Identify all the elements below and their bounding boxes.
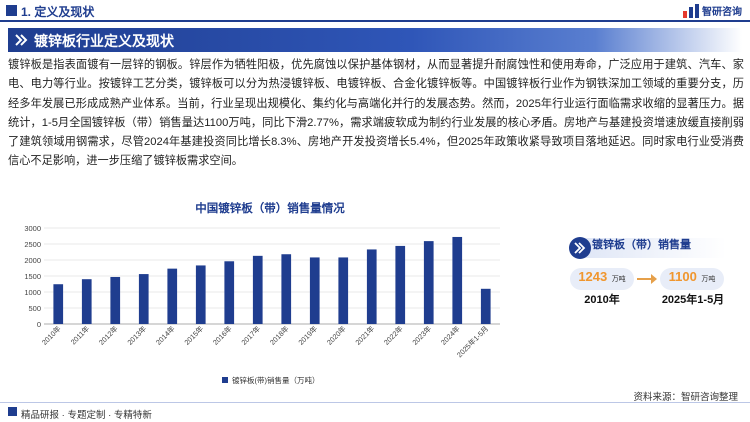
y-tick-label: 1500 [24,272,41,281]
x-tick-label: 2022年 [382,324,405,347]
y-tick-label: 3000 [24,224,41,233]
top-bar: 1. 定义及现状 智研咨询 [0,0,750,22]
period-2025: 2025年1-5月 [661,294,725,306]
x-tick-label: 2011年 [69,324,91,346]
section-square-icon [6,5,17,16]
bar [309,257,320,324]
y-tick-label: 500 [28,304,41,313]
legend-swatch [222,377,228,383]
legend-label: 镀锌板(带)销售量（万吨） [232,375,320,385]
summary-card: 镀锌板（带）销售量 1243 万吨 1100 万吨 2010年 2025年1-5… [560,230,736,320]
unit-2025: 万吨 [701,276,716,283]
y-tick-label: 1000 [24,288,41,297]
x-tick-label: 2019年 [296,324,319,347]
bar [423,241,434,324]
value-2025: 1100 [668,269,697,284]
x-tick-label: 2021年 [353,324,376,347]
x-tick-label: 2015年 [182,324,205,347]
footer-slogan: 精品研报 · 专题定制 · 专精特新 [21,410,152,421]
top-rule [0,20,750,22]
period-2010: 2010年 [584,294,620,306]
y-tick-label: 2500 [24,240,41,249]
x-tick-label: 2012年 [97,324,120,347]
x-tick-label: 2018年 [268,324,291,347]
chart-title: 中国镀锌板（带）销售量情况 [195,203,345,215]
brand-logo-icon [683,3,699,18]
y-tick-label: 0 [37,320,41,329]
card-header-bar [569,237,726,259]
bar [395,245,406,324]
x-tick-label: 2024年 [439,324,462,347]
footer-logo-icon [8,407,17,416]
arrow-right-icon [637,274,657,284]
value-badge-2010: 1243 万吨 [570,268,634,290]
banner-title: 镀锌板行业定义及现状 [34,33,174,49]
brand-logo: 智研咨询 [683,3,742,18]
bar [281,254,292,324]
double-chevron-icon [15,34,28,46]
source-note: 资料来源：智研咨询整理 [633,392,738,403]
bar [366,249,377,324]
bar [53,284,64,324]
bar [167,268,178,324]
body-paragraph: 镀锌板是指表面镀有一层锌的钢板。锌层作为牺牲阳极，优先腐蚀以保护基体钢材，从而显… [8,59,744,168]
footer: 精品研报 · 专题定制 · 专精特新 [0,402,750,422]
bar [252,255,263,324]
card-title: 镀锌板（带）销售量 [592,239,691,251]
footer-rule [0,402,750,403]
x-tick-label: 2017年 [239,324,262,347]
x-tick-label: 2013年 [125,324,148,347]
bar [480,288,491,324]
x-tick-label: 2016年 [211,324,234,347]
banner: 镀锌板行业定义及现状 [8,28,742,52]
y-tick-label: 2000 [24,256,41,265]
x-tick-label: 2014年 [154,324,177,347]
bar [110,276,121,324]
bar [81,279,92,324]
bar [338,257,349,324]
value-badge-2025: 1100 万吨 [660,268,724,290]
brand-logo-text: 智研咨询 [702,7,742,18]
bar [224,261,235,324]
value-2010: 1243 [578,269,608,284]
bar [138,274,149,324]
x-tick-label: 2023年 [410,324,433,347]
x-tick-label: 2020年 [325,324,348,347]
section-title: 1. 定义及现状 [21,5,95,19]
bar [452,236,463,324]
x-tick-label: 2010年 [40,324,63,347]
unit-2010: 万吨 [611,276,626,283]
bar [195,265,206,324]
